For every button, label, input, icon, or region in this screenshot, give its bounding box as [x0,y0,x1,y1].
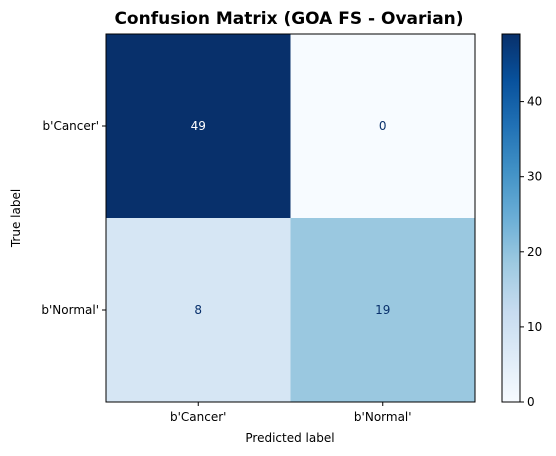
y-axis-label: True label [9,189,23,248]
colorbar-tick-label: 0 [527,395,535,409]
cell-value-label: 8 [194,303,202,317]
cell-value-label: 19 [375,303,390,317]
colorbar-tick-label: 40 [527,95,542,109]
colorbar-tick-label: 30 [527,170,542,184]
colorbar-ticks: 0 10 20 30 40 [520,95,542,409]
matrix-cell [106,34,291,218]
y-tick-label: b'Normal' [41,303,99,317]
x-tick-label: b'Normal' [354,410,412,424]
y-ticks: b'Cancer' b'Normal' [41,119,106,317]
matrix-cell [290,34,475,218]
chart-title: Confusion Matrix (GOA FS - Ovarian) [114,9,463,29]
matrix-cell [106,218,291,402]
matrix-values: 49 0 8 19 [191,119,391,317]
colorbar-tick-label: 10 [527,320,542,334]
matrix-cell [290,218,475,402]
plot-frame [105,33,476,403]
x-axis-label: Predicted label [245,431,334,445]
x-ticks: b'Cancer' b'Normal' [170,402,412,424]
matrix-cells [106,34,475,402]
x-tick-label: b'Cancer' [170,410,226,424]
colorbar [501,33,521,403]
cell-value-label: 49 [191,119,206,133]
colorbar-tick-label: 20 [527,245,542,259]
cell-value-label: 0 [379,119,387,133]
y-tick-label: b'Cancer' [43,119,99,133]
